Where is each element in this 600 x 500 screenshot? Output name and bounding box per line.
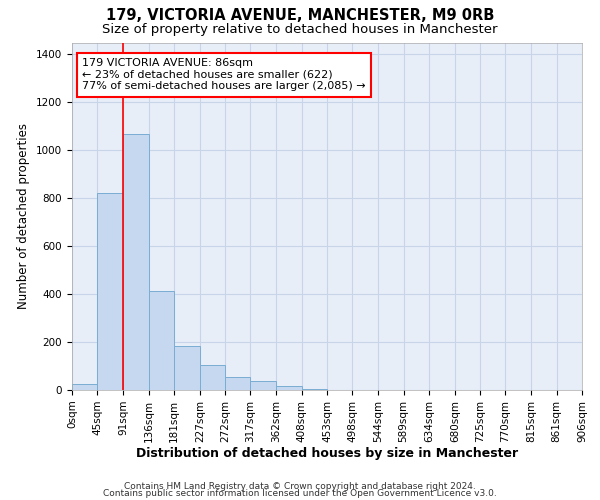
Bar (149, 290, 174, 390)
Bar (302, 389, 327, 390)
Bar (123, 134, 149, 390)
Text: Contains public sector information licensed under the Open Government Licence v3: Contains public sector information licen… (103, 488, 497, 498)
Bar (250, 381, 276, 390)
X-axis label: Distribution of detached houses by size in Manchester: Distribution of detached houses by size … (136, 448, 518, 460)
Text: Size of property relative to detached houses in Manchester: Size of property relative to detached ho… (102, 22, 498, 36)
Bar (276, 386, 302, 390)
Y-axis label: Number of detached properties: Number of detached properties (17, 123, 31, 309)
Text: Contains HM Land Registry data © Crown copyright and database right 2024.: Contains HM Land Registry data © Crown c… (124, 482, 476, 491)
Bar (97, 194, 123, 390)
Text: 179, VICTORIA AVENUE, MANCHESTER, M9 0RB: 179, VICTORIA AVENUE, MANCHESTER, M9 0RB (106, 8, 494, 22)
Bar (200, 366, 225, 390)
Bar (225, 377, 250, 390)
Bar (174, 346, 200, 390)
Text: 179 VICTORIA AVENUE: 86sqm
← 23% of detached houses are smaller (622)
77% of sem: 179 VICTORIA AVENUE: 86sqm ← 23% of deta… (82, 58, 366, 92)
Bar (72, 384, 97, 390)
